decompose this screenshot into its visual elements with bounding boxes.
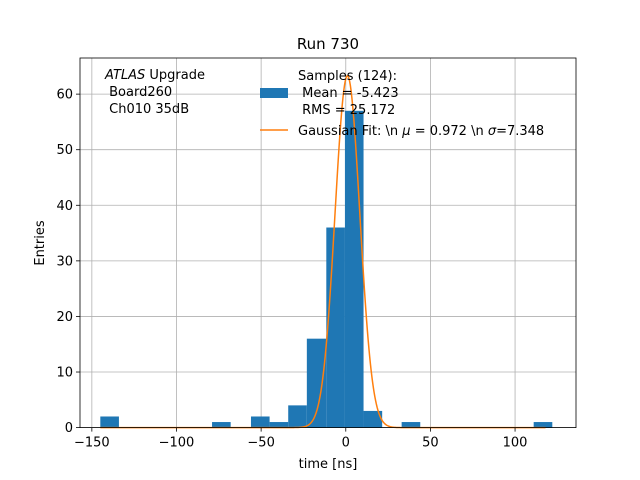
x-tick-label: −50: [247, 436, 274, 451]
legend-fit-prefix: Gaussian Fit: \n: [298, 124, 402, 139]
y-axis-ticks: 0 10 20 30 40 50 60: [56, 88, 80, 436]
chart-title: Run 730: [297, 35, 359, 53]
x-tick-label: −150: [74, 436, 110, 451]
histogram-bar: [363, 410, 383, 428]
y-axis-label: Entries: [33, 220, 48, 266]
x-axis-label: time [ns]: [299, 457, 358, 472]
legend-hist-mean: Mean = -5.423: [298, 86, 399, 101]
x-tick-label: 50: [422, 436, 439, 451]
histogram-bar: [269, 422, 289, 428]
x-tick-label: 100: [503, 436, 528, 451]
plot-frame: [79, 57, 577, 429]
y-tick-label: 20: [56, 310, 73, 325]
y-tick-label: 10: [56, 366, 73, 381]
annotation-atlas: ATLAS: [104, 68, 145, 83]
legend-fit-mu: μ: [401, 124, 410, 139]
y-tick-label: 50: [56, 143, 73, 158]
legend: Samples (124): Mean = -5.423 RMS = 25.17…: [260, 69, 544, 139]
legend-hist-label: Samples (124):: [298, 69, 397, 84]
histogram-bar: [306, 338, 327, 428]
legend-hist-patch: [260, 88, 288, 98]
annotation-upgrade: Upgrade: [145, 68, 205, 83]
y-tick-label: 0: [65, 421, 73, 436]
histogram-bar: [212, 422, 231, 428]
legend-fit-sigma: σ: [488, 124, 497, 139]
x-axis-ticks: −150 −100 −50 0 50 100: [74, 427, 528, 451]
legend-fit-label: Gaussian Fit: \n μ = 0.972 \n σ=7.348: [298, 124, 544, 139]
x-tick-label: −100: [159, 436, 195, 451]
legend-fit-mid: = 0.972 \n: [411, 124, 488, 139]
histogram-bar: [326, 227, 345, 428]
histogram-bar: [533, 422, 553, 428]
y-tick-label: 60: [56, 88, 73, 103]
legend-fit-suffix: =7.348: [496, 124, 544, 139]
histogram-bar: [100, 416, 119, 428]
y-tick-label: 40: [56, 199, 73, 214]
annotation-line-1: ATLAS Upgrade: [104, 68, 205, 83]
histogram-bar: [250, 416, 270, 428]
histogram-bar: [344, 110, 364, 428]
atlas-annotation: ATLAS Upgrade Board260 Ch010 35dB: [104, 68, 205, 117]
x-tick-label: 0: [342, 436, 350, 451]
y-tick-label: 30: [56, 254, 73, 269]
legend-hist-rms: RMS = 25.172: [298, 103, 395, 118]
annotation-line-2: Board260: [105, 85, 172, 100]
histogram-bar: [401, 422, 421, 428]
annotation-line-3: Ch010 35dB: [105, 102, 189, 117]
histogram-bar: [288, 405, 307, 428]
